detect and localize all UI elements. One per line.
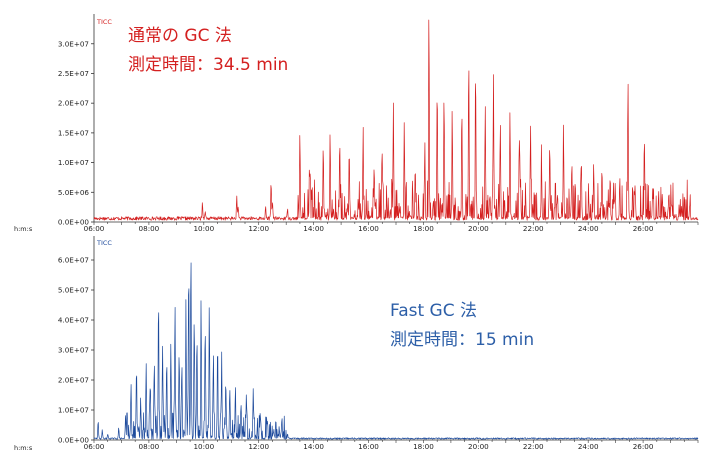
x-tick-label: 06:00: [84, 442, 105, 451]
y-ticks-normal-gc: 0.0E+00 5.0E+06 1.0E+07 1.5E+07 2.0E+07 2.5E+…: [58, 39, 94, 227]
y-tick-label: 1.0E+07: [58, 158, 89, 167]
y-tick-label: 0.0E+00: [58, 436, 90, 445]
x-tick-label: 16:00: [358, 224, 379, 233]
x-ticks-normal-gc: 06:00 08:00 10:00 12:00 14:00 16:00 18:00 20:00…: [84, 222, 699, 233]
y-tick-label: 4.0E+07: [58, 316, 89, 325]
x-unit-label-normal-gc: h:m:s: [14, 225, 33, 233]
annotation-time-fast-gc: 測定時間：15 min: [390, 330, 534, 350]
x-tick-label: 14:00: [303, 224, 324, 233]
annotation-time-normal-gc: 測定時間：34.5 min: [128, 55, 288, 75]
legend-label-normal-gc: TICC: [96, 18, 112, 26]
y-tick-label: 1.0E+07: [58, 406, 89, 415]
y-ticks-fast-gc: 0.0E+00 1.0E+07 2.0E+07 3.0E+07 4.0E+07 5.0E+…: [58, 256, 94, 445]
x-tick-label: 12:00: [248, 442, 269, 451]
y-tick-label: 2.0E+07: [58, 376, 89, 385]
x-tick-label: 08:00: [139, 442, 160, 451]
x-tick-label: 26:00: [633, 442, 654, 451]
annotation-method-normal-gc: 通常の GC 法: [128, 26, 232, 46]
x-tick-label: 20:00: [468, 224, 489, 233]
x-tick-label: 24:00: [578, 442, 599, 451]
series-line-fast-gc: [93, 262, 699, 440]
chart-normal-gc: 0.0E+00 5.0E+06 1.0E+07 1.5E+07 2.0E+07 2.5E+…: [14, 14, 699, 233]
x-tick-label: 12:00: [248, 224, 269, 233]
y-tick-label: 2.0E+07: [58, 99, 89, 108]
x-tick-label: 10:00: [193, 442, 214, 451]
y-tick-label: 5.0E+07: [58, 286, 89, 295]
y-tick-label: 3.0E+07: [58, 346, 89, 355]
x-tick-label: 22:00: [523, 442, 544, 451]
x-tick-label: 22:00: [523, 224, 544, 233]
x-tick-label: 20:00: [468, 442, 489, 451]
x-ticks-fast-gc: 06:00 08:00 10:00 12:00 14:00 16:00 18:00 20:00…: [84, 440, 699, 451]
x-tick-label: 18:00: [413, 442, 434, 451]
y-tick-label: 1.5E+07: [58, 128, 89, 137]
y-tick-label: 3.0E+07: [58, 39, 89, 48]
y-tick-label: 6.0E+07: [58, 256, 89, 265]
x-tick-label: 06:00: [84, 224, 105, 233]
x-tick-label: 26:00: [633, 224, 654, 233]
chart-fast-gc: 0.0E+00 1.0E+07 2.0E+07 3.0E+07 4.0E+07 5.0E+…: [14, 236, 699, 452]
y-tick-label: 5.0E+06: [58, 188, 90, 197]
x-tick-label: 16:00: [358, 442, 379, 451]
x-unit-label-fast-gc: h:m:s: [14, 444, 33, 452]
y-tick-label: 0.0E+00: [58, 218, 90, 227]
series-line-normal-gc: [93, 19, 699, 221]
x-tick-label: 24:00: [578, 224, 599, 233]
legend-label-fast-gc: TICC: [96, 239, 112, 247]
x-tick-label: 18:00: [413, 224, 434, 233]
x-tick-label: 08:00: [139, 224, 160, 233]
annotation-method-fast-gc: Fast GC 法: [390, 301, 477, 321]
y-tick-label: 2.5E+07: [58, 69, 89, 78]
x-tick-label: 14:00: [303, 442, 324, 451]
x-tick-label: 10:00: [193, 224, 214, 233]
